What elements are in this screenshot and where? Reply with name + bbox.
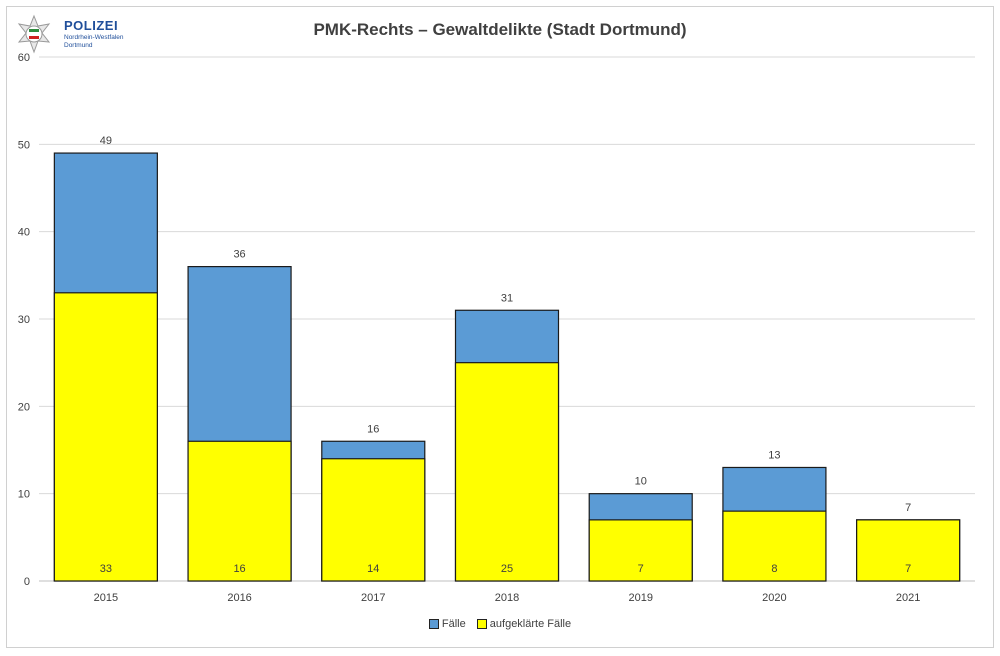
chart-title: PMK-Rechts – Gewaltdelikte (Stadt Dortmu… [313, 20, 687, 39]
y-tick-label: 60 [18, 52, 30, 64]
data-label-aufgeklaerte: 16 [233, 563, 245, 575]
police-star-icon [17, 14, 51, 54]
x-tick-label: 2019 [628, 592, 652, 604]
data-label-aufgeklaerte: 14 [367, 563, 379, 575]
data-label-faelle: 49 [100, 135, 112, 147]
data-label-faelle: 36 [233, 249, 245, 261]
data-label-faelle: 13 [768, 449, 780, 461]
data-label-aufgeklaerte: 7 [638, 563, 644, 575]
x-tick-label: 2020 [762, 592, 786, 604]
bar-aufgeklaerte [53, 292, 158, 582]
logo-line1: Nordrhein-Westfalen [64, 34, 124, 41]
y-tick-label: 50 [18, 139, 30, 151]
data-label-aufgeklaerte: 8 [771, 563, 777, 575]
police-logo: POLIZEI Nordrhein-Westfalen Dortmund [14, 14, 154, 54]
legend-item-faelle: Fälle [428, 618, 466, 630]
data-label-faelle: 7 [905, 502, 911, 514]
data-label-faelle: 10 [635, 476, 647, 488]
x-tick-label: 2018 [495, 592, 519, 604]
y-tick-label: 20 [18, 401, 30, 413]
x-tick-label: 2015 [94, 592, 118, 604]
chart-legend: Fälle aufgeklärte Fälle [0, 618, 1000, 630]
legend-item-aufgeklaerte: aufgeklärte Fälle [476, 618, 572, 630]
bar-aufgeklaerte [187, 440, 292, 582]
legend-label-aufgeklaerte: aufgeklärte Fälle [489, 618, 572, 630]
legend-label-faelle: Fälle [441, 618, 466, 630]
y-tick-label: 30 [18, 314, 30, 326]
data-label-aufgeklaerte: 7 [905, 563, 911, 575]
legend-swatch-aufgeklaerte [476, 619, 487, 630]
x-tick-label: 2016 [227, 592, 251, 604]
legend-swatch-faelle [428, 619, 439, 630]
bar-aufgeklaerte [321, 458, 426, 582]
y-tick-label: 0 [24, 576, 30, 588]
data-label-aufgeklaerte: 33 [100, 563, 112, 575]
bar-aufgeklaerte [588, 519, 693, 582]
y-tick-label: 10 [18, 489, 30, 501]
logo-brand: POLIZEI [64, 18, 119, 33]
logo-line2: Dortmund [64, 42, 93, 49]
data-label-faelle: 16 [367, 423, 379, 435]
data-label-aufgeklaerte: 25 [501, 563, 513, 575]
data-label-faelle: 31 [501, 292, 513, 304]
x-tick-label: 2017 [361, 592, 385, 604]
bar-aufgeklaerte [722, 510, 827, 582]
x-tick-label: 2021 [896, 592, 920, 604]
bar-aufgeklaerte [856, 519, 961, 582]
bar-aufgeklaerte [454, 362, 560, 582]
y-tick-label: 40 [18, 227, 30, 239]
